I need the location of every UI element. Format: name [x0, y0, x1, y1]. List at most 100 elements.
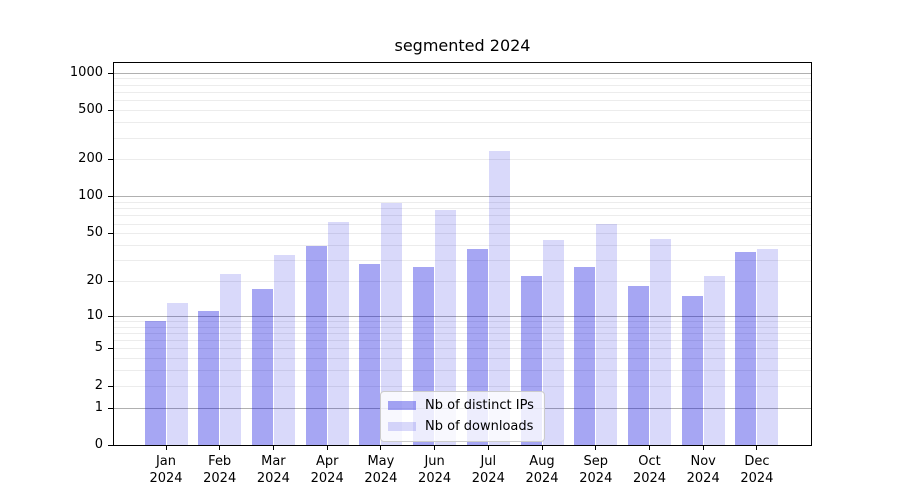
- x-tick-label: Jan 2024: [149, 454, 183, 486]
- x-tick-mark: [756, 445, 758, 450]
- minor-gridline: [114, 91, 811, 93]
- x-tick-label: Oct 2024: [632, 454, 667, 486]
- minor-gridline: [114, 78, 811, 80]
- y-tick-label: 2: [94, 377, 103, 393]
- bar-distinct-ips-oct: [628, 286, 649, 445]
- bar-downloads-apr: [327, 221, 349, 445]
- plot-area: 0 1 2 5 10 20 50 100 200 500 1000 Jan 2024 Feb 2024 M…: [70, 62, 812, 486]
- legend-label-downloads: Nb of downloads: [425, 419, 534, 434]
- minor-gridline: [114, 280, 811, 282]
- minor-gridline: [114, 84, 811, 86]
- minor-gridline: [114, 320, 811, 322]
- bar-downloads-sep: [596, 223, 618, 445]
- minor-gridline: [114, 348, 811, 350]
- bar-distinct-ips-mar: [251, 289, 273, 445]
- x-tick-label: Jun 2024: [418, 454, 452, 486]
- bar-downloads-dec: [757, 249, 779, 445]
- y-tick-mark: [108, 280, 113, 282]
- y-tick-mark: [108, 407, 113, 409]
- minor-gridline: [114, 244, 811, 246]
- x-tick-label: Sep 2024: [579, 454, 613, 486]
- legend: Nb of distinct IPs Nb of downloads: [380, 391, 545, 442]
- y-tick-mark: [108, 385, 113, 387]
- x-tick-mark: [165, 445, 167, 450]
- chart-title: segmented 2024: [394, 36, 531, 55]
- y-tick-mark: [108, 445, 113, 446]
- minor-gridline: [114, 370, 811, 372]
- y-tick-label: 0: [94, 437, 103, 452]
- y-tick-mark: [108, 348, 113, 350]
- minor-gridline: [114, 100, 811, 102]
- minor-gridline: [114, 110, 811, 111]
- major-gridline: [114, 315, 811, 317]
- y-tick-label: 5: [94, 340, 103, 356]
- bar-downloads-aug: [542, 239, 564, 445]
- x-tick-mark: [380, 445, 382, 450]
- bar-distinct-ips-nov: [681, 295, 703, 445]
- y-tick-label: 100: [78, 188, 103, 204]
- x-tick-mark: [649, 445, 650, 450]
- bar-downloads-jul: [488, 151, 510, 445]
- y-tick-label: 10: [86, 307, 103, 323]
- minor-gridline: [114, 332, 811, 334]
- minor-gridline: [114, 137, 811, 139]
- bar-distinct-ips-jan: [144, 320, 166, 445]
- minor-gridline: [114, 385, 811, 387]
- x-tick-label: Dec 2024: [740, 454, 774, 486]
- bar-distinct-ips-apr: [305, 246, 327, 445]
- minor-gridline: [114, 201, 811, 203]
- legend-item-downloads: Nb of downloads: [388, 418, 534, 435]
- x-tick-mark: [595, 445, 597, 450]
- y-tick-mark: [108, 110, 113, 111]
- bar-downloads-jan: [166, 302, 188, 445]
- x-tick-label: May 2024: [364, 454, 398, 486]
- bar-downloads-jun: [435, 210, 457, 445]
- y-tick-mark: [108, 315, 113, 317]
- minor-gridline: [114, 159, 811, 161]
- bar-downloads-nov: [703, 276, 725, 445]
- x-tick-mark: [219, 445, 221, 450]
- minor-gridline: [114, 259, 811, 261]
- y-tick-label: 20: [86, 272, 103, 288]
- x-tick-mark: [434, 445, 436, 450]
- minor-gridline: [114, 215, 811, 217]
- x-tick-label: Jul 2024: [471, 454, 505, 486]
- bar-distinct-ips-sep: [574, 267, 596, 445]
- bar-distinct-ips-dec: [735, 251, 757, 445]
- y-tick-label: 500: [78, 102, 103, 117]
- y-tick-label: 1000: [69, 64, 103, 80]
- x-tick-mark: [541, 445, 543, 450]
- x-tick-mark: [702, 445, 704, 450]
- minor-gridline: [114, 233, 811, 235]
- x-tick-label: Apr 2024: [310, 454, 344, 486]
- y-tick-label: 1: [94, 399, 103, 415]
- legend-swatch-downloads-icon: [388, 422, 416, 431]
- major-gridline: [114, 72, 811, 74]
- x-tick-label: Aug 2024: [525, 454, 559, 486]
- x-tick-mark: [487, 445, 489, 450]
- minor-gridline: [114, 208, 811, 210]
- minor-gridline: [114, 326, 811, 328]
- legend-item-distinct-ips: Nb of distinct IPs: [388, 397, 534, 414]
- x-tick-label: Feb 2024: [203, 454, 237, 486]
- bar-downloads-may: [381, 202, 403, 445]
- minor-gridline: [114, 223, 811, 225]
- y-tick-mark: [108, 72, 113, 74]
- y-tick-label: 50: [86, 225, 103, 241]
- y-tick-mark: [108, 196, 113, 198]
- legend-swatch-distinct-ips-icon: [388, 401, 416, 410]
- x-tick-mark: [326, 445, 328, 450]
- x-tick-label: Mar 2024: [256, 454, 290, 486]
- minor-gridline: [114, 122, 811, 123]
- bar-downloads-oct: [650, 238, 671, 445]
- bar-downloads-mar: [273, 255, 295, 445]
- legend-label-distinct-ips: Nb of distinct IPs: [425, 398, 534, 413]
- y-tick-mark: [108, 159, 113, 161]
- bar-distinct-ips-may: [359, 263, 381, 445]
- minor-gridline: [114, 340, 811, 342]
- y-tick-label: 200: [78, 151, 103, 167]
- bar-distinct-ips-feb: [198, 311, 220, 445]
- x-tick-label: Nov 2024: [686, 454, 720, 486]
- x-tick-mark: [272, 445, 274, 450]
